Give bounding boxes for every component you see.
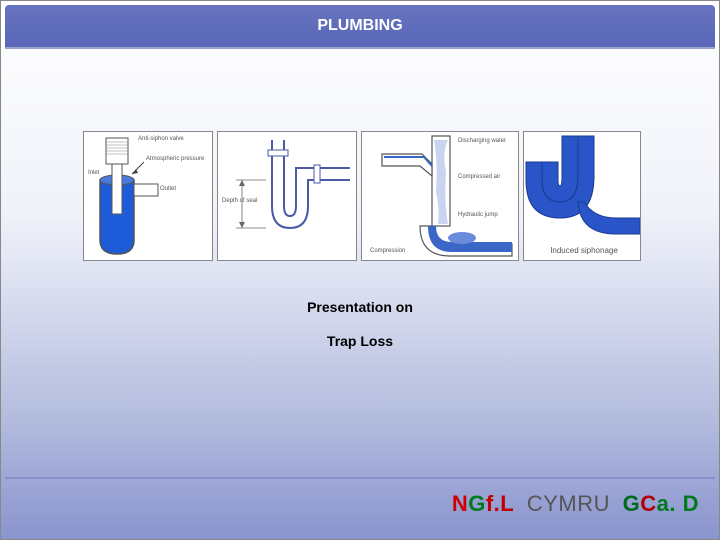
diagram-discharge: Discharging water Compressed air Hydraul… [361, 131, 519, 261]
p-trap-svg [218, 132, 357, 261]
logo-part-cymru: CYMRU [520, 491, 616, 516]
label-atm-pressure: Atmospheric pressure [146, 156, 204, 162]
caption-line2: Trap Loss [1, 333, 719, 349]
caption-line1: Presentation on [1, 299, 719, 315]
page-title: PLUMBING [317, 17, 402, 35]
label-compression: Compression [370, 248, 405, 254]
logo-part-fl: f.L [486, 491, 514, 516]
label-anti-siphon: Anti-siphon valve [138, 136, 184, 142]
footer-rule [5, 477, 715, 479]
label-hydraulic-jump: Hydraulic jump [458, 212, 498, 218]
header-bar: PLUMBING [5, 5, 715, 49]
logo-part-c: C [640, 491, 656, 516]
diagram-bottle-trap: Anti-siphon valve Atmospheric pressure I… [83, 131, 213, 261]
logo-part-g: G [468, 491, 486, 516]
slide: PLUMBING [0, 0, 720, 540]
label-inlet: Inlet [88, 170, 99, 176]
label-depth-seal: Depth of seal [222, 198, 257, 204]
label-outlet: Outlet [160, 186, 176, 192]
logo-part-n: N [452, 491, 468, 516]
diagram-p-trap: Depth of seal [217, 131, 357, 261]
diagram-induced-siphonage: Induced siphonage [523, 131, 641, 261]
footer-logo: NGf.L CYMRU GCa. D [452, 491, 699, 517]
label-induced-siphonage: Induced siphonage [534, 246, 634, 255]
bottle-trap-svg [84, 132, 213, 261]
label-discharging: Discharging water [458, 138, 506, 144]
logo-part-ad: a. D [657, 491, 699, 516]
discharge-svg [362, 132, 519, 261]
siphonage-svg [524, 132, 641, 261]
diagrams-row: Anti-siphon valve Atmospheric pressure I… [83, 131, 641, 261]
label-compressed-air: Compressed air [458, 174, 500, 180]
logo-part-g2: G [623, 491, 641, 516]
